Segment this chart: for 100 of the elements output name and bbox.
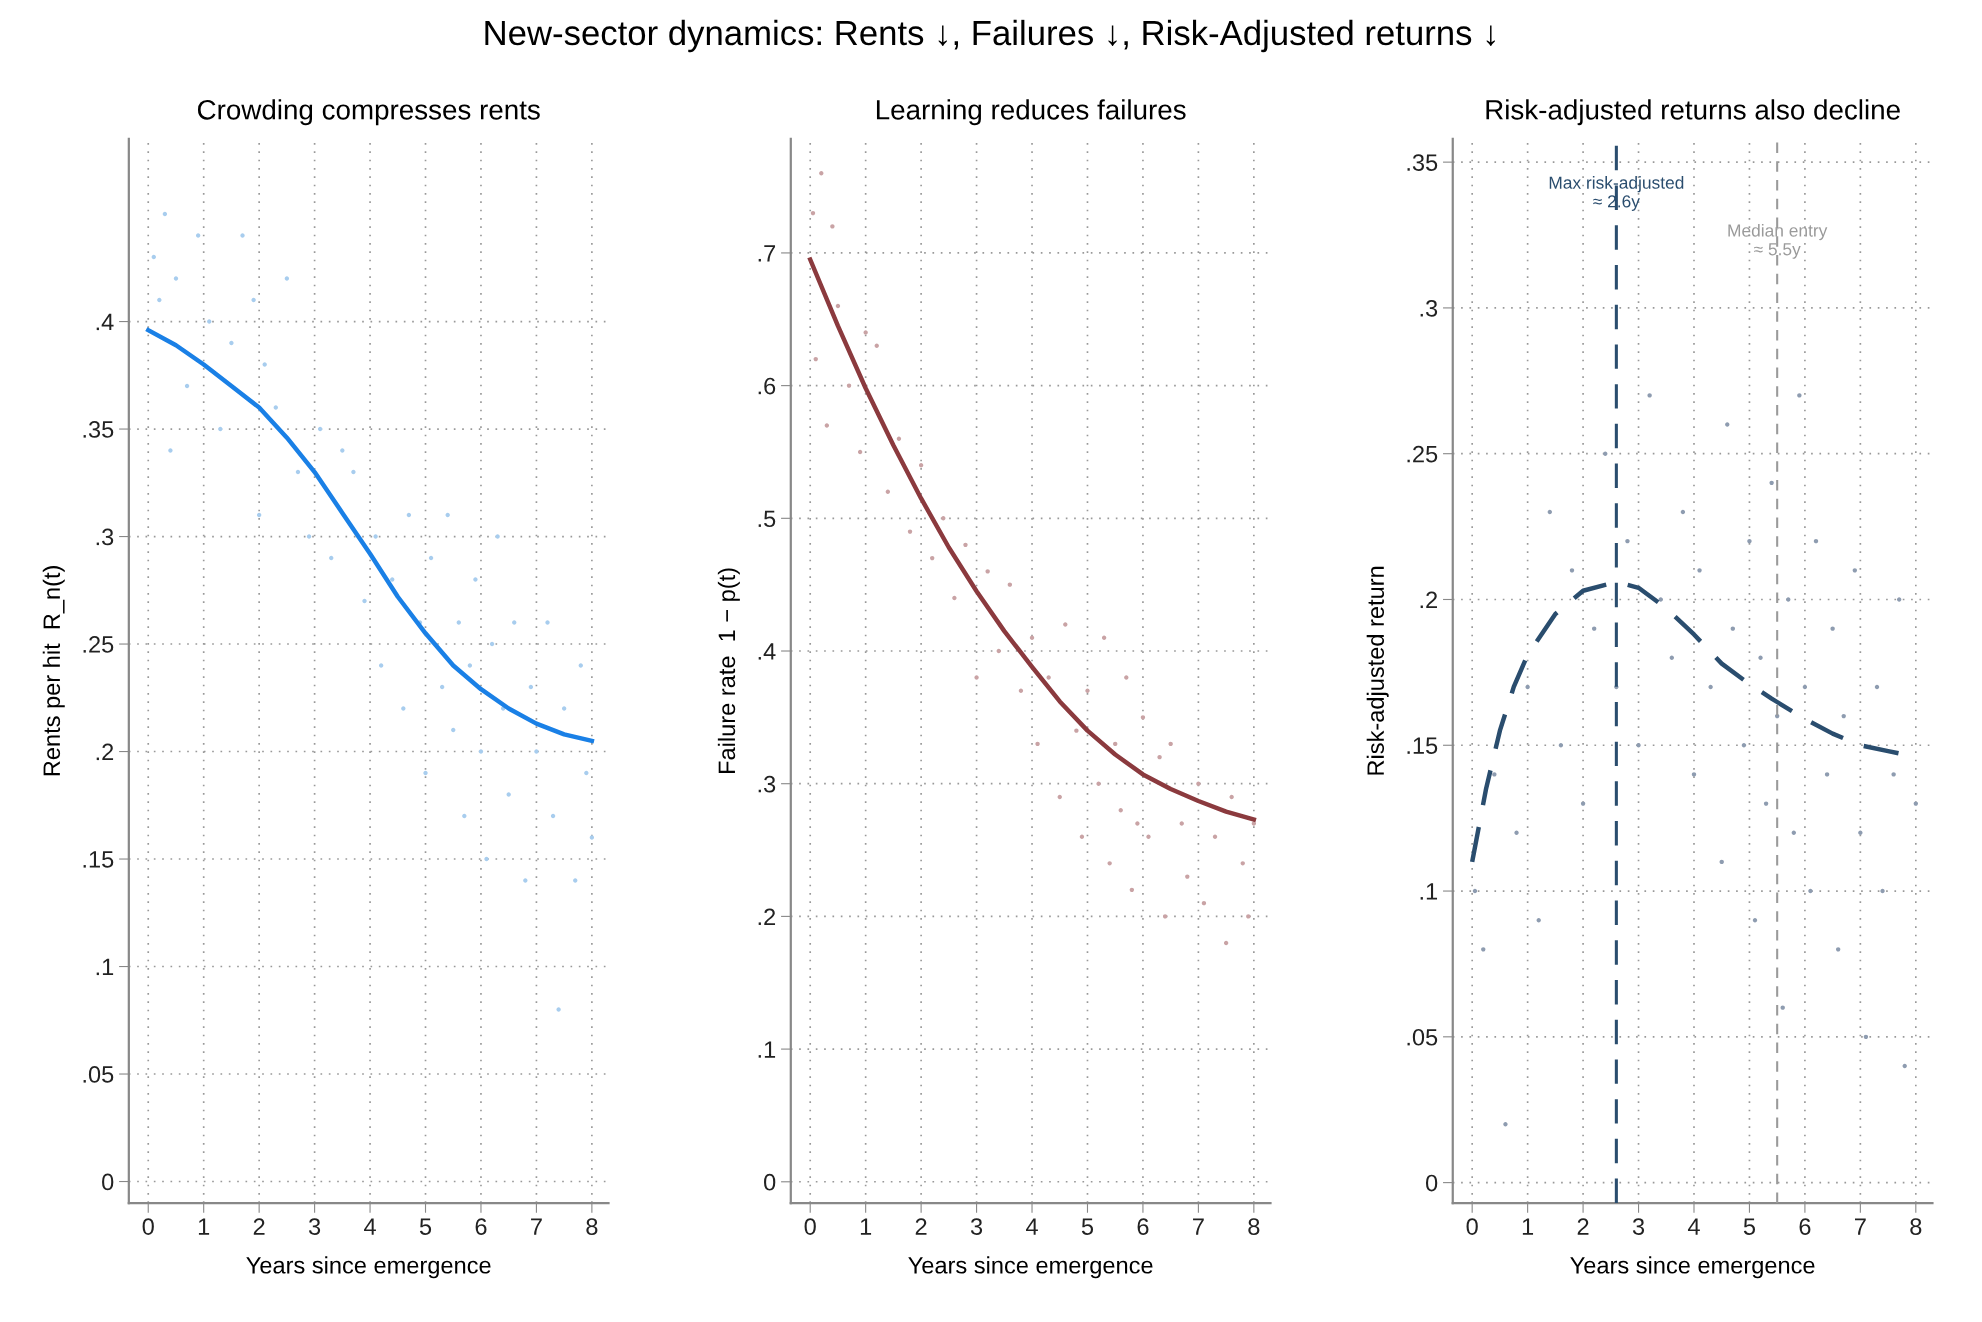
point xyxy=(1902,1063,1907,1069)
x-tick-label: 8 xyxy=(1248,1218,1260,1235)
x-tick-label: 8 xyxy=(586,1218,598,1235)
point xyxy=(813,356,818,362)
point xyxy=(1874,684,1880,690)
point xyxy=(578,663,583,668)
point xyxy=(151,254,156,260)
point xyxy=(351,469,356,475)
x-tick-label: 3 xyxy=(1632,1218,1645,1235)
point xyxy=(1240,861,1245,866)
point xyxy=(589,835,595,840)
point xyxy=(1481,947,1486,952)
point xyxy=(1741,743,1747,748)
point xyxy=(273,405,278,410)
point xyxy=(1896,597,1902,602)
x-tick-label: 0 xyxy=(1466,1218,1478,1235)
point xyxy=(306,534,312,539)
line-series xyxy=(146,327,595,744)
point xyxy=(1113,741,1118,747)
y-tick-label: .6 xyxy=(758,377,776,395)
x-tick-label: 4 xyxy=(364,1218,376,1235)
point xyxy=(1124,675,1129,680)
point xyxy=(1808,888,1813,894)
point xyxy=(1763,801,1769,806)
point xyxy=(1591,626,1597,631)
point xyxy=(1813,538,1819,544)
y-tick-label: .2 xyxy=(758,908,776,925)
point xyxy=(523,878,528,883)
x-tick-label: 0 xyxy=(804,1218,816,1235)
point xyxy=(1791,830,1796,835)
point xyxy=(489,641,495,647)
x-tick-label: 7 xyxy=(1855,1218,1866,1235)
y-tick-label: .7 xyxy=(758,245,776,262)
point xyxy=(1146,834,1151,839)
x-tick-label: 6 xyxy=(475,1218,487,1235)
point xyxy=(1251,821,1257,826)
x-tick-label: 1 xyxy=(198,1218,210,1235)
point xyxy=(1863,1034,1869,1040)
point xyxy=(184,383,190,389)
point xyxy=(467,663,473,668)
point xyxy=(1085,688,1090,694)
x-axis-title: Years since emergence xyxy=(1570,1256,1815,1279)
x-tick-label: 4 xyxy=(1026,1218,1038,1235)
point xyxy=(378,663,384,668)
y-tick-label: .1 xyxy=(758,1041,776,1058)
point xyxy=(1880,888,1885,894)
point xyxy=(423,770,428,776)
point xyxy=(1118,808,1123,813)
point xyxy=(819,171,824,176)
point xyxy=(462,813,467,819)
point xyxy=(528,684,534,690)
point xyxy=(1547,509,1552,515)
point xyxy=(478,749,484,754)
point xyxy=(1891,772,1896,777)
point xyxy=(329,555,334,561)
y-tick-label: .1 xyxy=(96,958,114,976)
point xyxy=(373,534,378,539)
point xyxy=(930,555,935,561)
point xyxy=(1625,538,1630,544)
point xyxy=(1101,635,1107,640)
point xyxy=(362,598,367,604)
point xyxy=(918,463,924,468)
point xyxy=(1472,888,1478,894)
point xyxy=(1246,914,1251,919)
point xyxy=(1107,861,1112,866)
point xyxy=(963,542,968,548)
y-tick-label: .15 xyxy=(1407,737,1438,755)
x-tick-label: 1 xyxy=(1522,1218,1534,1235)
point xyxy=(1780,1005,1785,1010)
y-tick-label: .05 xyxy=(1407,1028,1438,1046)
point xyxy=(830,224,835,229)
point xyxy=(1525,684,1530,690)
point xyxy=(1913,801,1919,806)
y-tick-label: .35 xyxy=(1407,154,1438,171)
point xyxy=(406,512,412,518)
point xyxy=(168,448,173,453)
y-tick-label: .3 xyxy=(1420,299,1438,317)
point xyxy=(1841,713,1846,719)
point xyxy=(428,555,434,561)
point xyxy=(1569,568,1575,573)
point xyxy=(907,529,913,534)
point xyxy=(1074,728,1079,733)
point xyxy=(974,675,979,680)
point xyxy=(1201,900,1207,906)
point xyxy=(512,620,517,625)
y-tick-label: .3 xyxy=(758,775,776,793)
point xyxy=(1558,743,1564,748)
point xyxy=(1603,451,1608,456)
point xyxy=(1129,887,1135,893)
y-tick-label: .4 xyxy=(758,643,776,660)
point xyxy=(824,423,830,428)
point xyxy=(162,211,168,217)
point xyxy=(157,297,162,303)
point xyxy=(1858,830,1863,835)
point xyxy=(857,449,863,455)
point xyxy=(1140,715,1146,720)
point xyxy=(1029,635,1035,640)
point xyxy=(1747,538,1752,544)
point xyxy=(439,684,445,690)
point xyxy=(1223,940,1229,946)
